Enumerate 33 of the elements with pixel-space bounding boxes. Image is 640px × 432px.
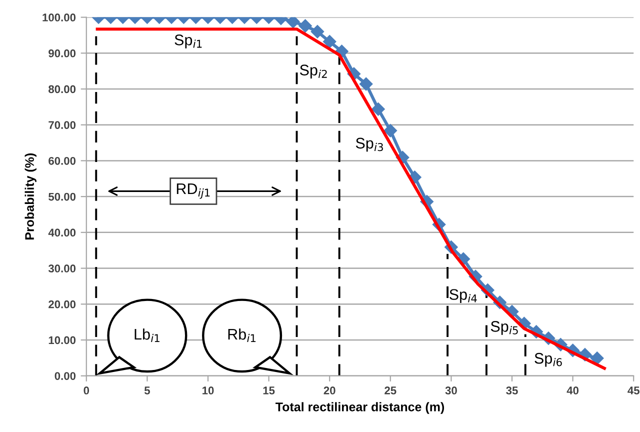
x-tick-label: 35 bbox=[506, 386, 518, 394]
x-tick-label: 40 bbox=[566, 386, 579, 394]
annotation: Sp$_{i2}$ bbox=[300, 64, 327, 78]
y-axis-title: Probability (%) bbox=[24, 153, 36, 240]
x-tick-label: 25 bbox=[384, 386, 396, 394]
x-tick-label: 10 bbox=[202, 386, 214, 394]
y-tick-label: 100.00 bbox=[42, 14, 76, 22]
x-tick-label: 0 bbox=[84, 386, 90, 394]
y-tick-label: 20.00 bbox=[48, 300, 76, 308]
x-tick-label: 15 bbox=[263, 386, 275, 394]
y-tick-label: 0.00 bbox=[54, 372, 76, 380]
x-tick-label: 5 bbox=[144, 386, 150, 394]
x-tick-label: 20 bbox=[324, 386, 336, 394]
annotation: Sp$_{i6}$ bbox=[534, 352, 562, 367]
annotation: Sp$_{i5}$ bbox=[490, 321, 518, 335]
y-tick-label: 30.00 bbox=[48, 264, 76, 272]
point bbox=[590, 352, 604, 365]
y-tick-label: 10.00 bbox=[48, 336, 76, 344]
y-tick-label: 70.00 bbox=[48, 121, 76, 129]
y-tick-label: 60.00 bbox=[48, 156, 76, 165]
y-tick-label: 50.00 bbox=[48, 192, 76, 201]
annotation: Sp$_{i4}$ bbox=[450, 289, 477, 303]
annotation: Rb$_{i1}$ bbox=[228, 328, 256, 342]
x-tick-label: 45 bbox=[628, 386, 640, 394]
y-tick-label: 80.00 bbox=[48, 85, 76, 94]
x-axis-title: Total rectilinear distance (m) bbox=[276, 402, 444, 414]
annotation: Sp$_{i3}$ bbox=[356, 138, 383, 152]
annotation: Lb$_{i1}$ bbox=[134, 328, 160, 342]
y-tick-label: 90.00 bbox=[48, 49, 76, 58]
annotation: RD$_{ij1}$ bbox=[176, 184, 210, 199]
annotation: Sp$_{i1}$ bbox=[174, 34, 202, 48]
x-tick-label: 30 bbox=[445, 386, 457, 394]
y-tick-label: 40.00 bbox=[48, 228, 76, 237]
